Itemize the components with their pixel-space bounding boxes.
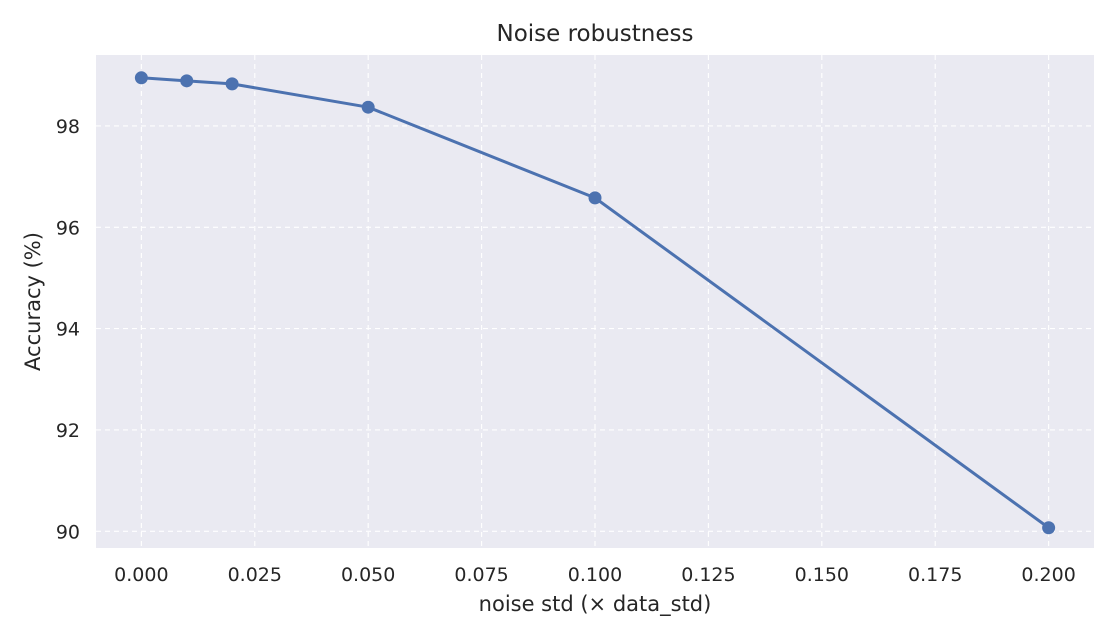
x-tick-label: 0.200	[1021, 564, 1075, 586]
y-tick-label: 90	[56, 521, 80, 543]
y-tick-label: 92	[56, 420, 80, 442]
tick-labels: 0.000 0.025 0.050 0.075 0.100 0.125 0.150 0.175…	[56, 116, 1076, 586]
y-tick-label: 96	[56, 217, 80, 239]
x-tick-label: 0.050	[341, 564, 395, 586]
data-point	[225, 77, 239, 91]
y-tick-label: 98	[56, 116, 80, 138]
x-tick-label: 0.075	[454, 564, 508, 586]
data-point	[1042, 521, 1056, 535]
y-tick-label: 94	[56, 319, 80, 341]
chart-title: Noise robustness	[496, 21, 693, 47]
data-point	[588, 191, 602, 205]
x-tick-label: 0.125	[681, 564, 735, 586]
x-tick-label: 0.175	[908, 564, 962, 586]
x-tick-label: 0.100	[568, 564, 622, 586]
y-axis-label: Accuracy (%)	[21, 232, 45, 371]
data-point	[361, 100, 375, 114]
series-layer	[134, 71, 1056, 535]
series-line	[139, 76, 1051, 530]
data-point	[134, 71, 148, 85]
x-tick-label: 0.025	[228, 564, 282, 586]
x-axis-label: noise std (× data_std)	[479, 592, 712, 617]
grid-lines	[96, 55, 1094, 548]
x-tick-label: 0.150	[795, 564, 849, 586]
x-tick-label: 0.000	[114, 564, 168, 586]
data-point	[180, 74, 194, 88]
